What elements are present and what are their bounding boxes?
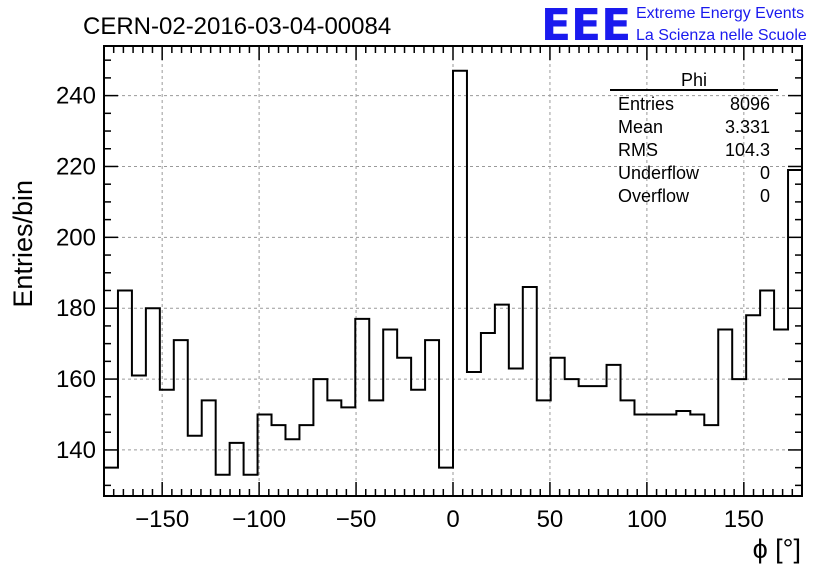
y-tick-label: 200 bbox=[56, 224, 96, 251]
logo-line-1: Extreme Energy Events bbox=[636, 5, 804, 22]
histogram-outline bbox=[104, 69, 802, 476]
stats-value-entries: 8096 bbox=[730, 94, 770, 114]
stats-value-underflow: 0 bbox=[760, 163, 770, 183]
x-tick-label: −100 bbox=[232, 506, 286, 533]
stats-label-entries: Entries bbox=[618, 94, 674, 114]
stats-value-mean: 3.331 bbox=[725, 117, 770, 137]
stats-box: Phi Entries 8096 Mean 3.331 RMS 104.3 Un… bbox=[610, 70, 778, 206]
tick-labels: −150 −100 −50 0 50 100 150 140 160 180 200 220 240 bbox=[56, 83, 764, 533]
x-tick-label: 0 bbox=[446, 506, 459, 533]
eee-logo: EEE bbox=[541, 0, 631, 51]
stats-label-underflow: Underflow bbox=[618, 163, 700, 183]
stats-label-overflow: Overflow bbox=[618, 186, 690, 206]
plot-frame bbox=[103, 45, 803, 497]
x-axis-title: ϕ [°] bbox=[753, 534, 801, 564]
axis-ticks bbox=[104, 46, 802, 496]
y-tick-label: 240 bbox=[56, 83, 96, 110]
x-tick-label: −50 bbox=[336, 506, 377, 533]
x-tick-label: 50 bbox=[537, 506, 564, 533]
x-tick-label: −150 bbox=[135, 506, 189, 533]
y-tick-label: 180 bbox=[56, 295, 96, 322]
stats-label-rms: RMS bbox=[618, 140, 658, 160]
y-axis-title: Entries/bin bbox=[8, 180, 38, 308]
x-tick-label: 100 bbox=[627, 506, 667, 533]
run-title: CERN-02-2016-03-04-00084 bbox=[83, 13, 391, 40]
stats-label-mean: Mean bbox=[618, 117, 663, 137]
logo-line-2: La Scienza nelle Scuole bbox=[636, 27, 807, 44]
x-tick-label: 150 bbox=[724, 506, 764, 533]
y-tick-label: 140 bbox=[56, 437, 96, 464]
stats-value-rms: 104.3 bbox=[725, 140, 770, 160]
stats-title: Phi bbox=[681, 70, 707, 90]
y-tick-label: 220 bbox=[56, 153, 96, 180]
stats-value-overflow: 0 bbox=[760, 186, 770, 206]
y-tick-label: 160 bbox=[56, 366, 96, 393]
